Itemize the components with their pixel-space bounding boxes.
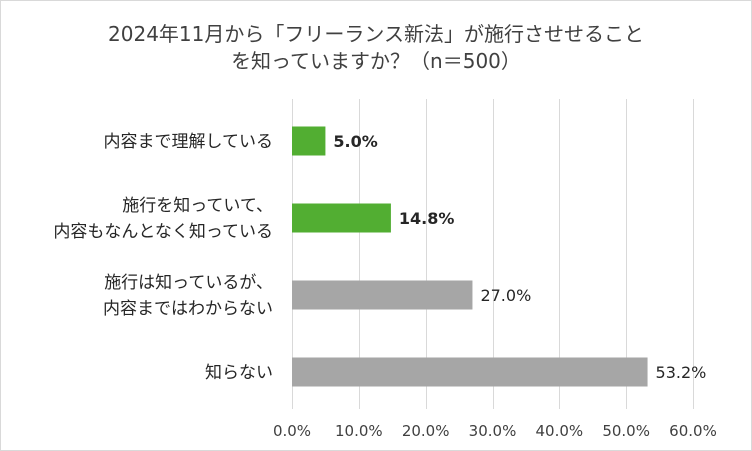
category-label-line: 施行は知っているが、 — [104, 273, 273, 293]
x-axis-tick-labels: 0.0% 10.0% 20.0% 30.0% 40.0% 50.0% 60.0% — [273, 422, 717, 440]
chart-title-line-2: を知っていますか？（n＝500） — [231, 49, 521, 73]
chart-title: 2024年11月から「フリーランス新法」が施行させせること を知っていますか？（… — [108, 22, 644, 73]
chart-title-line-1: 2024年11月から「フリーランス新法」が施行させせること — [108, 22, 644, 46]
bar — [292, 203, 391, 233]
data-label: 27.0% — [480, 286, 531, 305]
data-labels: 5.0% 14.8% 27.0% 53.2% — [333, 132, 706, 382]
x-tick-label: 10.0% — [335, 422, 383, 440]
x-tick-label: 0.0% — [273, 422, 311, 440]
gridlines — [292, 99, 694, 409]
data-label: 5.0% — [333, 132, 377, 151]
bar — [292, 357, 648, 387]
category-label-line: 内容もなんとなく知っている — [53, 222, 273, 242]
x-tick-label: 30.0% — [469, 422, 517, 440]
category-label-line: 知らない — [205, 363, 273, 383]
category-label-line: 内容まで理解している — [104, 132, 274, 152]
category-label: 内容まで理解している — [104, 132, 274, 152]
category-label-line: 施行を知っていて、 — [122, 196, 273, 216]
category-labels: 内容まで理解している施行を知っていて、内容もなんとなく知っている施行は知っている… — [53, 132, 273, 383]
category-label-line: 内容まではわからない — [103, 299, 273, 319]
x-tick-label: 40.0% — [536, 422, 584, 440]
bars — [292, 126, 648, 387]
data-label: 14.8% — [399, 209, 455, 228]
x-tick-label: 20.0% — [402, 422, 450, 440]
bar — [292, 126, 326, 156]
data-label: 53.2% — [656, 363, 707, 382]
category-label: 知らない — [205, 363, 273, 383]
x-tick-label: 50.0% — [602, 422, 650, 440]
category-label: 施行を知っていて、内容もなんとなく知っている — [53, 196, 273, 242]
x-tick-label: 60.0% — [669, 422, 717, 440]
bar — [292, 280, 473, 310]
category-label: 施行は知っているが、内容まではわからない — [103, 273, 273, 319]
